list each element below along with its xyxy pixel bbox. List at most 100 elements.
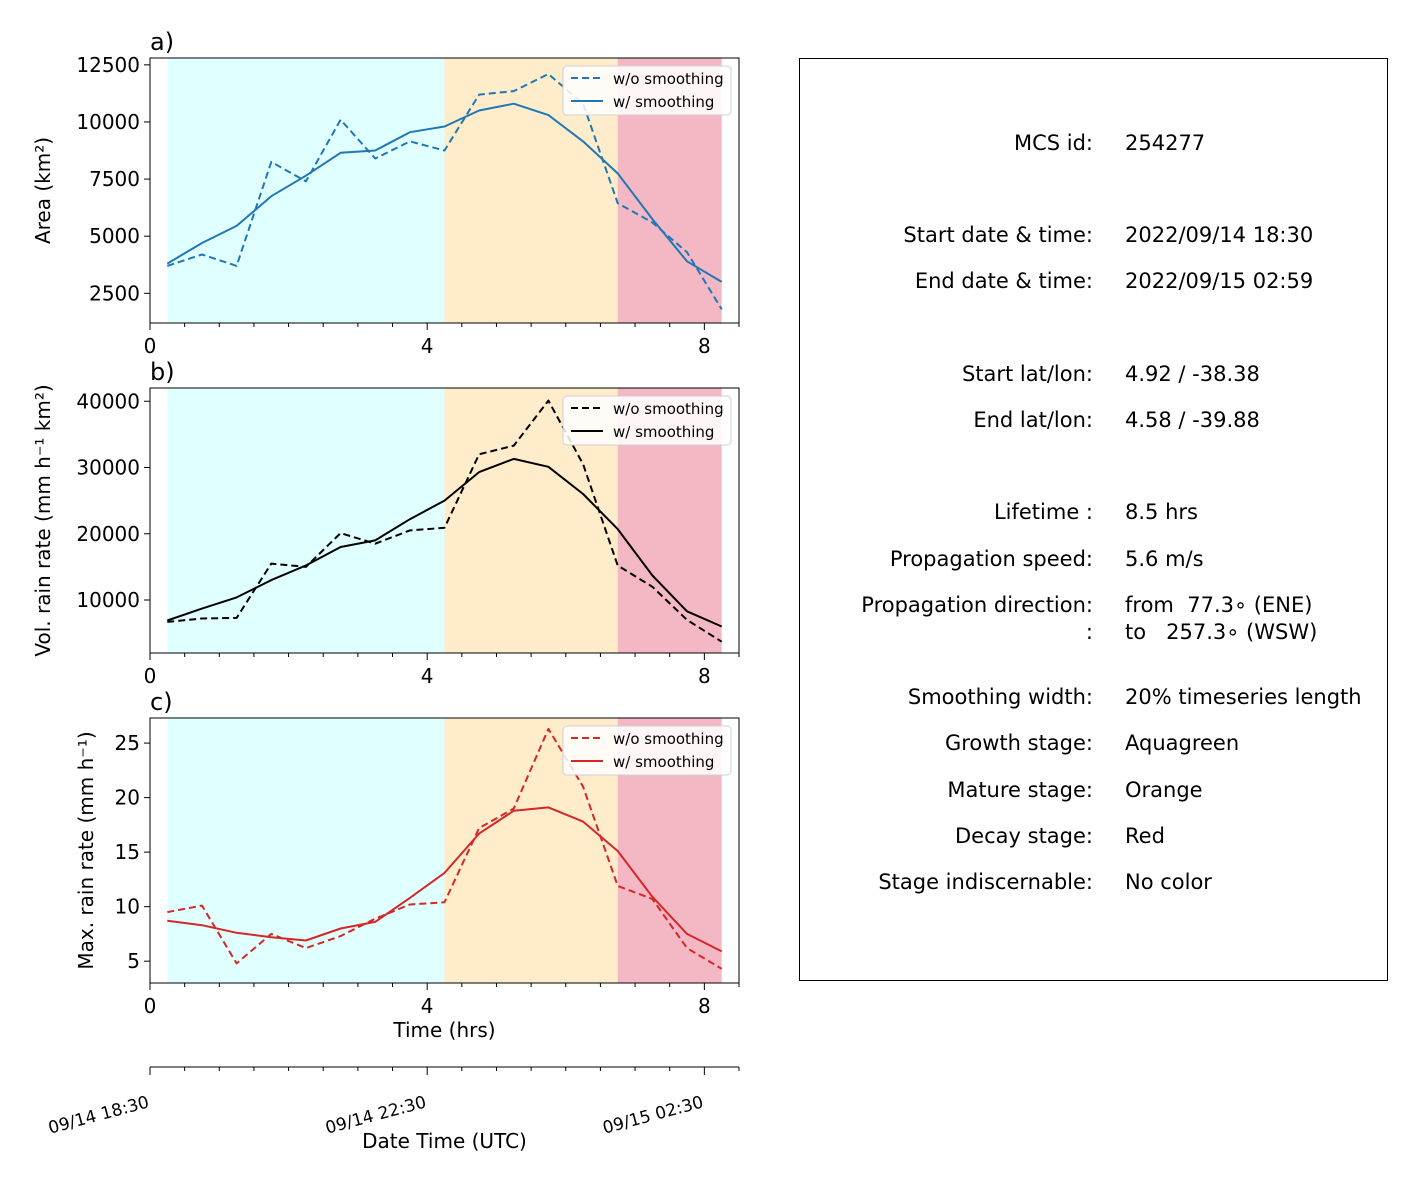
smoothing-width-value: 20% timeseries length <box>1125 685 1362 709</box>
x-tick-label: 4 <box>421 334 434 358</box>
propagation-direction-cont-label: : <box>1085 620 1093 644</box>
maxrain-line-wo-smoothing <box>167 727 723 970</box>
stage-indiscernable-value: No color <box>1125 870 1212 894</box>
start-latlon-value: 4.92 / -38.38 <box>1125 362 1260 386</box>
area-line-w-smoothing <box>166 102 723 283</box>
x-tick-label: 0 <box>144 334 157 358</box>
growth-stage-label: Growth stage: <box>944 731 1093 755</box>
y-tick-label: 7500 <box>89 167 140 191</box>
datetime-axis: 09/14 18:30 09/14 22:30 09/15 02:30 <box>46 1066 740 1139</box>
end-datetime-label: End date & time: <box>914 269 1093 293</box>
stage-growth-band <box>167 388 445 653</box>
y-tick-label: 12500 <box>76 53 140 77</box>
area-series-group <box>166 73 723 310</box>
stage-indiscernable-label: Stage indiscernable: <box>878 870 1093 894</box>
start-datetime-value: 2022/09/14 18:30 <box>1125 223 1314 247</box>
y-tick-label: 40000 <box>76 389 140 413</box>
y-tick-label: 10 <box>115 895 140 919</box>
x-tick-label: 8 <box>698 664 711 688</box>
x-tick-label: 4 <box>421 994 434 1018</box>
maxrain-line-w-smoothing <box>167 806 723 953</box>
decay-stage-label: Decay stage: <box>955 824 1093 848</box>
area-y-ticks: 2500 5000 7500 10000 12500 <box>76 53 150 305</box>
legend-label-w-smoothing: w/ smoothing <box>613 423 714 441</box>
area-legend: w/o smoothing w/ smoothing <box>562 65 732 116</box>
y-tick-label: 20000 <box>76 522 140 546</box>
panel-label-c: c) <box>150 688 173 716</box>
y-tick-label: 25 <box>115 731 140 755</box>
start-datetime-label: Start date & time: <box>903 223 1093 247</box>
maxrain-legend-box <box>562 725 732 776</box>
y-tick-label: 30000 <box>76 456 140 480</box>
y-tick-label: 5000 <box>89 224 140 248</box>
volrain-axes-frame <box>149 387 740 654</box>
start-latlon-label: Start lat/lon: <box>961 362 1093 386</box>
panel-max-rain-rate: 5 10 15 20 25 0 4 8 c) Max. rain rate (mm h⁻¹)… <box>74 688 740 1018</box>
legend-label-wo-smoothing: w/o smoothing <box>613 70 724 88</box>
mature-stage-value: Orange <box>1125 778 1203 802</box>
datetime-tick-label: 09/14 18:30 <box>46 1093 151 1139</box>
end-datetime-value: 2022/09/15 02:59 <box>1125 269 1314 293</box>
legend-label-w-smoothing: w/ smoothing <box>613 93 714 111</box>
volrain-series-group <box>166 399 723 643</box>
smoothing-width-label: Smoothing width: <box>907 685 1093 709</box>
maxrain-series-group <box>167 727 723 970</box>
volrain-y-axis-label: Vol. rain rate (mm h⁻¹ km²) <box>31 384 55 656</box>
y-tick-label: 15 <box>115 840 140 864</box>
lifetime-label: Lifetime : <box>993 500 1093 524</box>
x-tick-label: 4 <box>421 664 434 688</box>
datetime-tick-label: 09/15 02:30 <box>601 1093 706 1139</box>
mcs-info-panel: MCS id: 254277 Start date & time: 2022/0… <box>799 58 1388 981</box>
end-latlon-value: 4.58 / -39.88 <box>1125 408 1260 432</box>
panel-vol-rain-rate: 10000 20000 30000 40000 0 4 8 b) Vol. rain ra… <box>31 358 740 688</box>
y-tick-label: 5 <box>127 949 140 973</box>
stage-growth-band <box>167 718 445 983</box>
x-tick-label: 0 <box>144 664 157 688</box>
mature-stage-label: Mature stage: <box>947 778 1093 802</box>
x-tick-label: 0 <box>144 994 157 1018</box>
x-tick-label: 8 <box>698 334 711 358</box>
maxrain-axes-frame <box>149 717 740 984</box>
y-tick-label: 2500 <box>89 281 140 305</box>
x-tick-label: 8 <box>698 994 711 1018</box>
maxrain-x-ticks: 0 4 8 <box>144 983 740 1018</box>
legend-label-w-smoothing: w/ smoothing <box>613 753 714 771</box>
legend-label-wo-smoothing: w/o smoothing <box>613 730 724 748</box>
area-y-axis-label: Area (km²) <box>31 137 55 244</box>
volrain-y-ticks: 10000 20000 30000 40000 <box>76 389 150 612</box>
mcs-id-label: MCS id: <box>1013 131 1093 155</box>
maxrain-y-axis-label: Max. rain rate (mm h⁻¹) <box>74 731 98 969</box>
area-axes-frame <box>149 57 740 324</box>
y-tick-label: 10000 <box>76 110 140 134</box>
maxrain-y-ticks: 5 10 15 20 25 <box>115 731 150 973</box>
y-tick-label: 10000 <box>76 588 140 612</box>
propagation-direction-label: Propagation direction: <box>861 593 1093 617</box>
datetime-axis-label: Date Time (UTC) <box>362 1129 527 1153</box>
area-legend-box <box>562 65 732 116</box>
area-x-ticks: 0 4 8 <box>144 323 740 358</box>
legend-label-wo-smoothing: w/o smoothing <box>613 400 724 418</box>
propagation-direction-from: from 77.3∘ (ENE) <box>1125 593 1313 617</box>
propagation-direction-to: to 257.3∘ (WSW) <box>1125 620 1318 644</box>
volrain-legend-box <box>562 395 732 446</box>
panel-label-a: a) <box>150 28 174 56</box>
lifetime-value: 8.5 hrs <box>1125 500 1198 524</box>
decay-stage-value: Red <box>1125 824 1165 848</box>
growth-stage-value: Aquagreen <box>1125 731 1240 755</box>
y-tick-label: 20 <box>115 786 140 810</box>
volrain-line-wo-smoothing <box>167 399 723 643</box>
panel-area: 2500 5000 7500 10000 12500 0 4 8 a) Area (km²)… <box>31 28 740 358</box>
propagation-speed-value: 5.6 m/s <box>1125 547 1204 571</box>
maxrain-legend: w/o smoothing w/ smoothing <box>562 725 732 776</box>
volrain-legend: w/o smoothing w/ smoothing <box>562 395 732 446</box>
mcs-id-value: 254277 <box>1125 131 1206 155</box>
time-x-axis-label: Time (hrs) <box>392 1018 495 1042</box>
volrain-line-w-smoothing <box>166 457 723 628</box>
stage-growth-band <box>167 58 445 323</box>
volrain-x-ticks: 0 4 8 <box>144 653 740 688</box>
panel-label-b: b) <box>150 358 175 386</box>
area-line-wo-smoothing <box>166 73 723 310</box>
end-latlon-label: End lat/lon: <box>973 408 1093 432</box>
propagation-speed-label: Propagation speed: <box>889 547 1093 571</box>
